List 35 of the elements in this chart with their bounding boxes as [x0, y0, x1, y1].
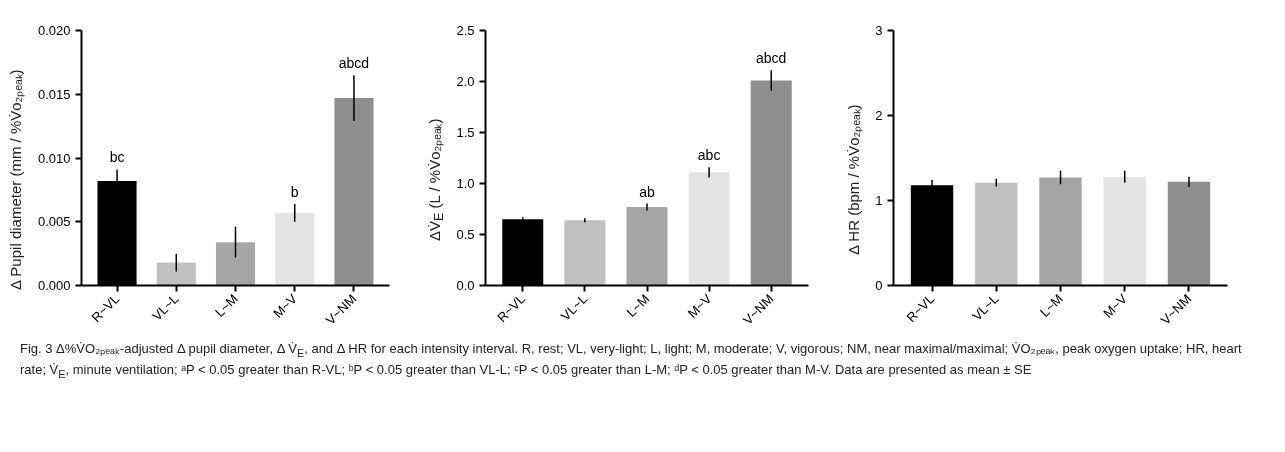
- y-tick-label: 0.5: [456, 227, 475, 242]
- bar: [626, 206, 668, 286]
- y-tick-label: 1.0: [456, 176, 475, 191]
- x-tick-label: VL~L: [557, 291, 591, 324]
- bar: [564, 220, 606, 286]
- annotation: abc: [697, 147, 721, 164]
- text: Fig. 3 Δ%V̇O₂ₚₑₐₖ-adjusted Δ pupil diameter, Δ V̇$_{E}$, and Δ HR for each intensity interval. R, rest; VL, very-light; L, light; M, moderate; V, vigorous; NM, near maximal/maximal; V̇O₂ₚₑₐₖ, peak oxygen uptake; HR, heart rate; V̇$_{E}$, minute ventilation; ᵃP < 0.05 greater than R-VL; ᵇP < 0.05 greater than VL-L; ᶜP < 0.05 greater than L-M; ᵈP < 0.05 greater than M-V. Data are presented as mean ± SE: [20, 341, 1242, 380]
- y-tick-label: 3: [875, 23, 883, 38]
- y-tick-label: 0.000: [37, 278, 71, 293]
- annotation: abcd: [338, 55, 370, 72]
- annotation: bc: [109, 149, 125, 166]
- bar: [156, 262, 196, 286]
- annotation: abcd: [756, 50, 787, 67]
- y-tick-label: 1: [875, 193, 883, 208]
- bar: [688, 172, 730, 286]
- bar: [750, 80, 792, 286]
- bar: [275, 212, 315, 286]
- bar: [215, 242, 256, 286]
- y-tick-label: 0.0: [456, 278, 475, 293]
- annotation: b: [290, 183, 299, 200]
- x-tick-label: VL~L: [149, 291, 182, 324]
- y-tick-label: 0.005: [37, 214, 71, 230]
- y-tick-label: 2.0: [456, 74, 475, 89]
- y-tick-label: 0.020: [37, 23, 71, 38]
- annotation: ab: [639, 183, 655, 200]
- bar: [334, 98, 374, 286]
- y-tick-label: 0.015: [37, 86, 71, 102]
- y-tick-label: 1.5: [456, 125, 475, 140]
- y-axis-title: Δ Pupil diameter (mm / %V̇o₂ₚₑₐₖ): [6, 69, 26, 291]
- y-tick-label: 2: [875, 108, 883, 123]
- x-tick-label: VL~L: [969, 291, 1002, 324]
- y-tick-label: 2.5: [456, 23, 475, 38]
- y-axis-title: Δ HR (bpm / %V̇o₂ₚₑₐₖ): [844, 104, 864, 256]
- y-tick-label: 0: [875, 278, 883, 293]
- y-tick-label: 0.010: [37, 150, 71, 166]
